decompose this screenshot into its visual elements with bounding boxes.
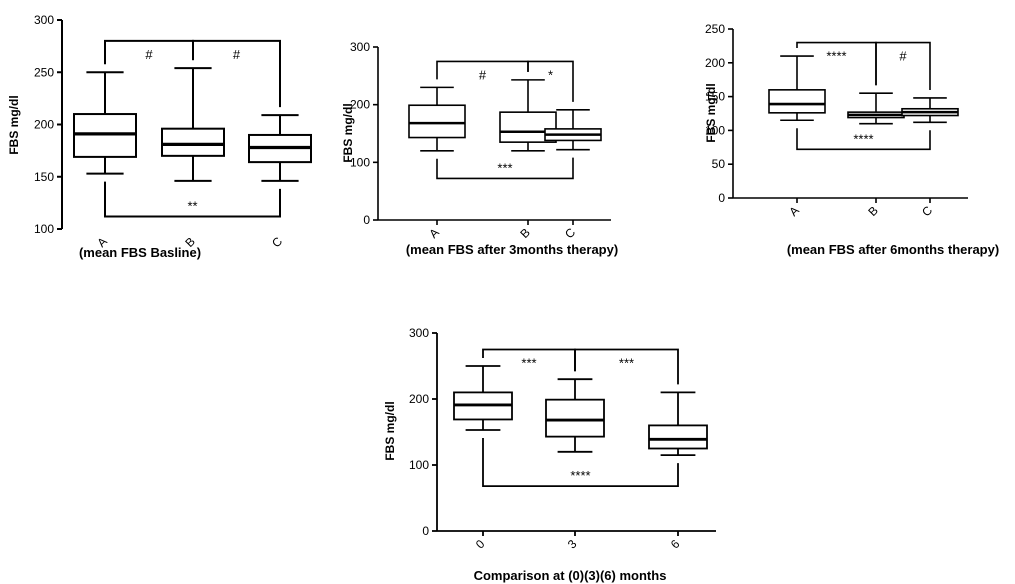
y-tick-label: 0 <box>422 524 429 538</box>
x-tick-label: 0 <box>473 537 488 552</box>
y-tick-label: 100 <box>409 458 429 472</box>
y-tick-label: 300 <box>409 326 429 340</box>
y-axis-label: FBS mg/dl <box>7 95 21 154</box>
y-axis-label: FBS mg/dl <box>383 401 397 460</box>
x-tick-label: C <box>562 225 578 241</box>
significance-label: # <box>233 47 241 62</box>
y-axis-label: FBS mg/dl <box>704 83 718 142</box>
significance-label: * <box>548 67 553 82</box>
y-tick-label: 150 <box>34 170 54 184</box>
x-tick-label: B <box>517 225 533 241</box>
y-tick-label: 100 <box>705 123 725 137</box>
box-iqr <box>768 89 826 114</box>
panel-caption: (mean FBS after 6months therapy) <box>787 242 999 257</box>
significance-label: *** <box>497 160 512 175</box>
significance-label: **** <box>826 49 846 64</box>
y-tick-label: 300 <box>34 13 54 27</box>
significance-label: ** <box>187 198 197 213</box>
significance-label: *** <box>619 356 634 371</box>
significance-label: # <box>479 67 487 82</box>
y-axis-label: FBS mg/dl <box>341 103 355 162</box>
significance-label: # <box>899 49 907 64</box>
y-tick-label: 300 <box>350 40 370 54</box>
y-tick-label: 200 <box>409 392 429 406</box>
box-iqr <box>408 104 466 139</box>
panel-caption: Comparison at (0)(3)(6) months <box>474 568 667 583</box>
box-iqr <box>545 398 605 438</box>
y-tick-label: 0 <box>363 213 370 227</box>
significance-label: *** <box>521 356 536 371</box>
significance-bracket <box>527 60 574 102</box>
significance-bracket <box>574 348 679 385</box>
x-tick-label: B <box>865 203 881 219</box>
panel-caption: (mean FBS Basline) <box>79 245 201 260</box>
significance-bracket <box>436 157 574 180</box>
significance-label: # <box>145 47 153 62</box>
significance-label: **** <box>570 468 590 483</box>
panel-6-months: 0 50 100 150 200 250 FBS mg/dl A B C **** # **** (mea… <box>704 22 999 257</box>
box-iqr <box>161 127 225 157</box>
y-tick-label: 50 <box>712 157 726 171</box>
box-iqr <box>648 424 708 450</box>
x-tick-label: C <box>269 234 285 250</box>
y-tick-label: 250 <box>34 65 54 79</box>
y-tick-label: 200 <box>34 118 54 132</box>
significance-bracket <box>875 41 931 90</box>
panel-caption: (mean FBS after 3months therapy) <box>406 242 618 257</box>
y-tick-label: 0 <box>718 191 725 205</box>
significance-label: **** <box>853 131 873 146</box>
x-tick-label: C <box>919 203 935 219</box>
y-tick-label: 150 <box>705 90 725 104</box>
significance-bracket <box>104 181 281 218</box>
y-tick-label: 100 <box>34 222 54 236</box>
y-tick-label: 250 <box>705 22 725 36</box>
y-tick-label: 100 <box>350 155 370 169</box>
x-tick-label: A <box>786 203 802 219</box>
x-tick-label: A <box>426 225 442 241</box>
y-tick-label: 200 <box>350 98 370 112</box>
significance-bracket <box>796 128 931 151</box>
significance-bracket <box>482 438 679 488</box>
x-tick-label: 6 <box>668 537 683 552</box>
significance-bracket <box>192 39 281 108</box>
x-tick-label: 3 <box>565 537 580 552</box>
y-tick-label: 200 <box>705 56 725 70</box>
